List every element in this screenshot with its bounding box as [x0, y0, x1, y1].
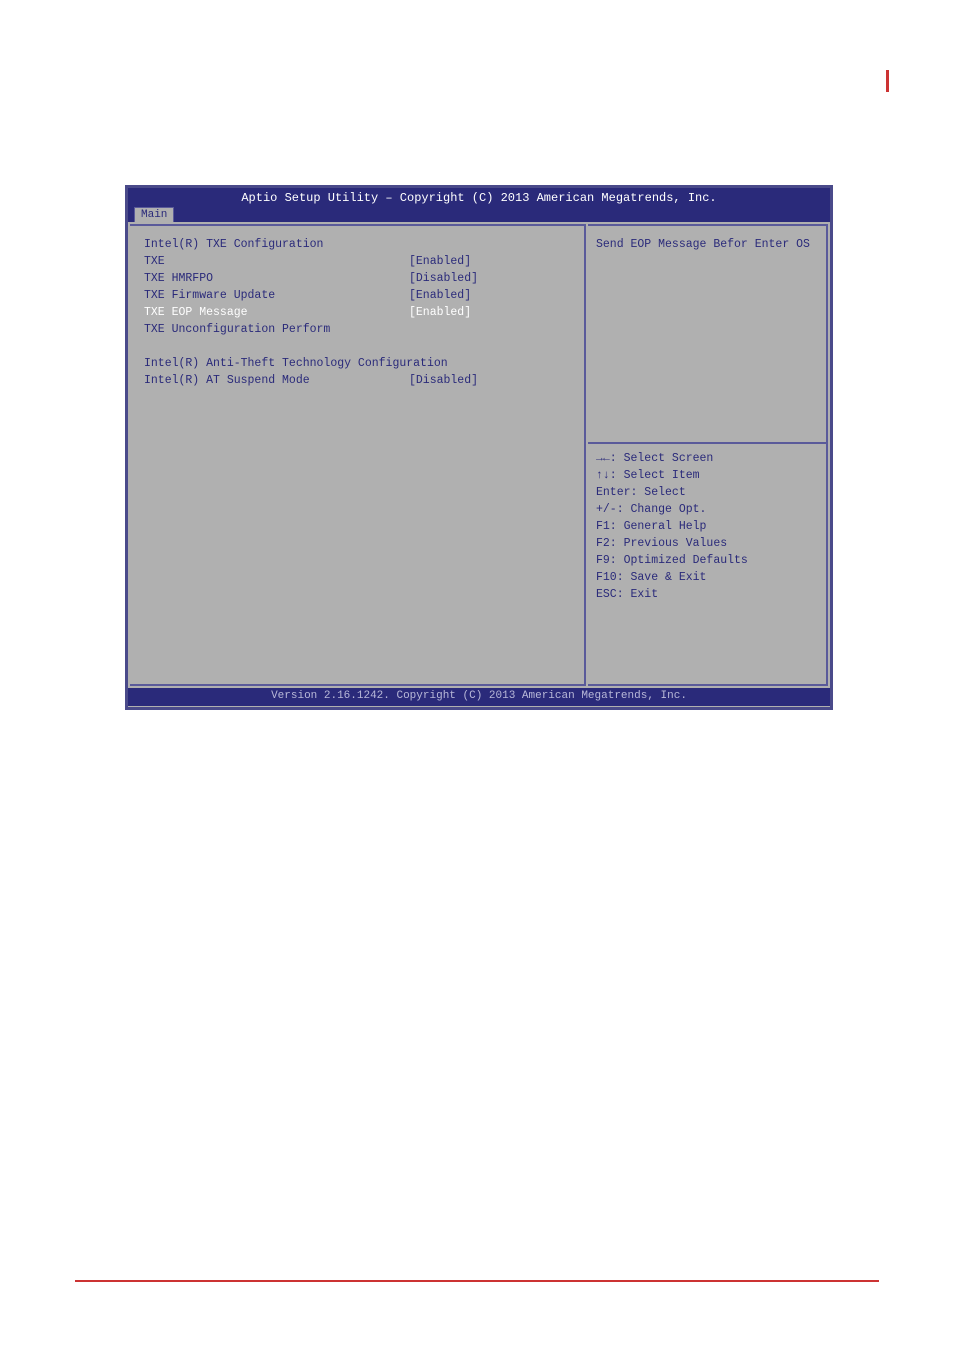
- setting-value: [Enabled]: [409, 304, 576, 321]
- setting-label: TXE: [144, 253, 409, 270]
- setting-value: [409, 321, 576, 338]
- help-key-line: ↑↓: Select Item: [596, 467, 748, 484]
- setting-row-txe-unconfig[interactable]: TXE Unconfiguration Perform: [144, 321, 576, 338]
- help-key-line: +/-: Change Opt.: [596, 501, 748, 518]
- setting-row-txe[interactable]: TXE [Enabled]: [144, 253, 576, 270]
- section-header-antitheft: Intel(R) Anti-Theft Technology Configura…: [144, 355, 576, 372]
- setting-value: [Disabled]: [409, 372, 576, 389]
- setting-label: Intel(R) AT Suspend Mode: [144, 372, 409, 389]
- setting-row-txe-firmware[interactable]: TXE Firmware Update [Enabled]: [144, 287, 576, 304]
- page-edge-marker: [886, 70, 889, 92]
- help-key-line: F1: General Help: [596, 518, 748, 535]
- setting-label: TXE EOP Message: [144, 304, 409, 321]
- setting-value: [Enabled]: [409, 287, 576, 304]
- bios-footer: Version 2.16.1242. Copyright (C) 2013 Am…: [128, 688, 830, 706]
- help-key-line: Enter: Select: [596, 484, 748, 501]
- setting-row-at-suspend[interactable]: Intel(R) AT Suspend Mode [Disabled]: [144, 372, 576, 389]
- tab-row: Main: [134, 207, 174, 222]
- settings-panel: Intel(R) TXE Configuration TXE [Enabled]…: [130, 224, 586, 686]
- help-keys: →←: Select Screen ↑↓: Select Item Enter:…: [596, 450, 748, 603]
- page-footer-line: [75, 1280, 879, 1282]
- help-separator: [588, 442, 826, 444]
- bios-screen: Aptio Setup Utility – Copyright (C) 2013…: [125, 185, 833, 710]
- help-description: Send EOP Message Befor Enter OS: [596, 236, 818, 253]
- help-key-line: ESC: Exit: [596, 586, 748, 603]
- setting-value: [Enabled]: [409, 253, 576, 270]
- section-header-txe: Intel(R) TXE Configuration: [144, 236, 576, 253]
- spacer: [144, 338, 576, 355]
- bios-header: Aptio Setup Utility – Copyright (C) 2013…: [128, 188, 830, 222]
- help-key-line: F9: Optimized Defaults: [596, 552, 748, 569]
- tab-main[interactable]: Main: [134, 207, 174, 222]
- setting-label: TXE Firmware Update: [144, 287, 409, 304]
- help-key-line: F2: Previous Values: [596, 535, 748, 552]
- setting-label: TXE Unconfiguration Perform: [144, 321, 409, 338]
- bios-title: Aptio Setup Utility – Copyright (C) 2013…: [128, 191, 830, 207]
- help-key-line: →←: Select Screen: [596, 450, 748, 467]
- help-key-line: F10: Save & Exit: [596, 569, 748, 586]
- setting-row-txe-eop[interactable]: TXE EOP Message [Enabled]: [144, 304, 576, 321]
- help-panel: Send EOP Message Befor Enter OS →←: Sele…: [588, 224, 828, 686]
- setting-value: [Disabled]: [409, 270, 576, 287]
- setting-row-txe-hmrfpo[interactable]: TXE HMRFPO [Disabled]: [144, 270, 576, 287]
- setting-label: TXE HMRFPO: [144, 270, 409, 287]
- bios-body: Intel(R) TXE Configuration TXE [Enabled]…: [128, 222, 830, 688]
